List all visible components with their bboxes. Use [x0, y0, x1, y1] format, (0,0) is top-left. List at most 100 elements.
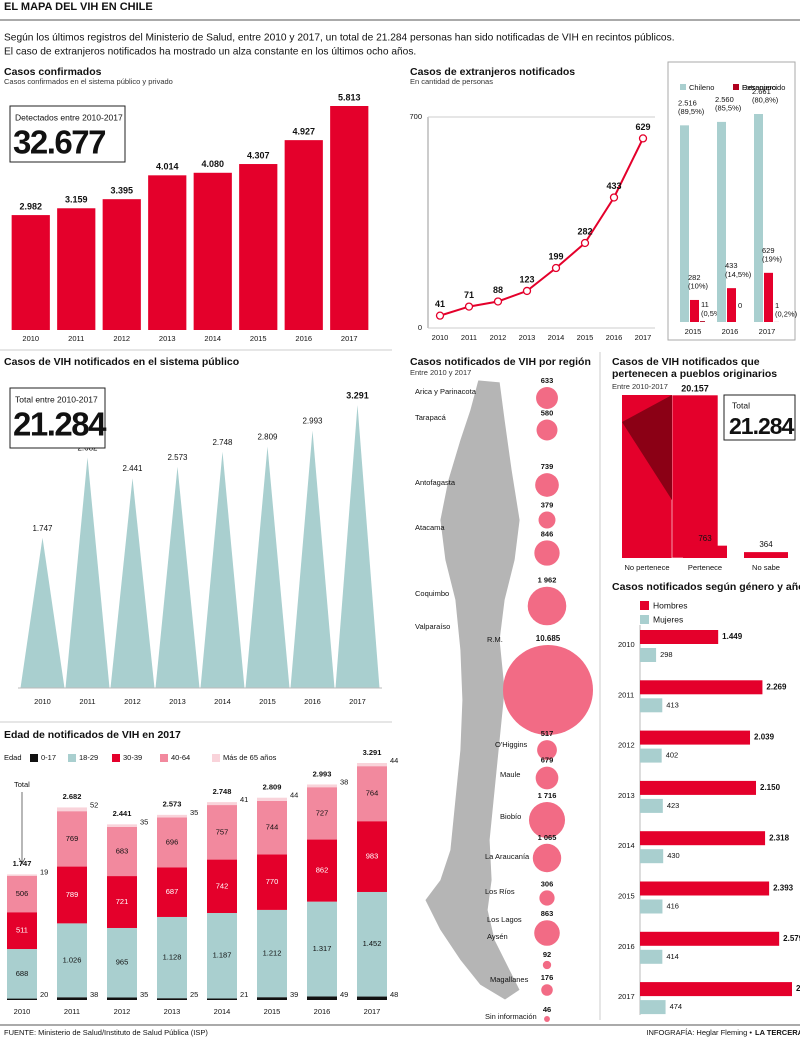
intro-line: Según los últimos registros del Minister… [4, 33, 675, 44]
chart-title: Casos de VIH notificados que pertenecen … [612, 356, 778, 380]
x-tick-label: 2011 [68, 334, 84, 343]
value-label: 364 [759, 540, 773, 549]
value-label: 433 [606, 181, 621, 191]
bar [640, 698, 663, 713]
point [464, 302, 474, 311]
bar-segment [157, 867, 187, 917]
x-tick-label: 2015 [685, 327, 702, 336]
legend-label: 40-64 [171, 753, 190, 762]
bar [640, 881, 770, 896]
region-label: Antofagasta [415, 478, 456, 487]
value-label: 1.187 [213, 951, 232, 960]
annotation: Total [14, 780, 30, 789]
bar-segment [7, 998, 37, 1000]
region-label: Valparaíso [415, 622, 450, 631]
bubble [536, 419, 558, 441]
value-label: 44 [390, 756, 398, 765]
bar [640, 1000, 666, 1015]
bar [764, 272, 773, 322]
chart-title: Casos de extranjeros notificados [410, 66, 575, 78]
bar [640, 630, 719, 644]
value-label: 430 [667, 851, 680, 860]
bar-segment [107, 876, 137, 928]
bar [284, 140, 323, 330]
x-tick-label: 2011 [461, 333, 477, 342]
value-label: 721 [116, 897, 129, 906]
bubble [537, 740, 557, 760]
bar [640, 899, 663, 914]
y-tick-label: 2011 [618, 690, 634, 699]
x-tick-label: 2011 [79, 697, 95, 706]
point [580, 238, 590, 248]
x-tick-label: 2014 [214, 1007, 231, 1016]
region-label: Magallanes [490, 975, 529, 984]
bar [717, 121, 726, 322]
chart-title: Edad de notificados de VIH en 2017 [4, 729, 181, 741]
value-label: 123 [519, 274, 534, 284]
y-tick-label: 2012 [618, 741, 635, 750]
x-tick-label: 2016 [295, 334, 312, 343]
legend-label: Chileno [689, 83, 714, 92]
y-tick-label: 2015 [618, 891, 635, 900]
bar-segment [107, 997, 137, 1000]
bar [744, 552, 788, 558]
x-tick-label: 2016 [606, 333, 623, 342]
line [439, 137, 644, 317]
value-label: 41 [240, 795, 248, 804]
value-label: 1.449 [722, 632, 743, 641]
value-label: 2.269 [766, 682, 787, 691]
bar-segment [207, 913, 237, 999]
value-label: 4.014 [156, 162, 179, 172]
y-tick-label: 2016 [618, 942, 635, 951]
value-label: 4.307 [247, 150, 270, 160]
point [522, 286, 532, 296]
value-label: 20 [40, 990, 48, 999]
value-label: 2.661 (80,8%) [752, 87, 779, 105]
region-label: Los Ríos [485, 887, 515, 896]
value-label: 38 [340, 777, 348, 786]
x-tick-label: 2013 [164, 1007, 181, 1016]
bar [683, 545, 727, 558]
bar [57, 208, 96, 330]
value-label: 2.809 [257, 433, 278, 442]
x-tick-label: 2017 [364, 1007, 381, 1016]
bar-segment [57, 866, 87, 924]
bar [640, 748, 662, 763]
bar-segment [57, 807, 87, 812]
x-tick-label: 2014 [548, 333, 565, 342]
total-box [9, 387, 106, 449]
value-label: 44 [290, 791, 298, 800]
point [435, 311, 445, 320]
value-label: 413 [666, 700, 679, 709]
bar-segment [257, 997, 287, 1000]
legend-label: Extranjero [742, 83, 776, 92]
region-label: R.M. [487, 635, 503, 644]
bar-segment [257, 800, 287, 855]
value-label: 2.817 [796, 984, 800, 993]
total-label: 3.291 [363, 748, 382, 757]
bar-segment [307, 784, 337, 788]
value-label: 46 [543, 1005, 551, 1014]
triangle [245, 446, 290, 688]
triangle [290, 430, 335, 688]
value-label: 629 (19%) [762, 246, 783, 264]
header-title: EL MAPA DEL VIH EN CHILE [4, 1, 153, 13]
bar [148, 175, 187, 330]
bar-segment [307, 787, 337, 840]
bubble [534, 920, 560, 946]
footer-source: FUENTE: Ministerio de Salud/Instituto de… [4, 1028, 208, 1037]
bubble [535, 766, 559, 790]
region-label: Coquimbo [415, 589, 449, 598]
value-label: 3.395 [110, 186, 133, 196]
value-label: 763 [698, 534, 712, 543]
value-label: 688 [16, 969, 29, 978]
value-label: 580 [541, 409, 554, 418]
x-tick-label: 2015 [577, 333, 594, 342]
x-tick-label: 2017 [341, 334, 358, 343]
value-label: 414 [666, 952, 679, 961]
value-label: 687 [166, 887, 179, 896]
x-tick-label: 2017 [635, 333, 652, 342]
value-label: 4.927 [292, 127, 315, 137]
bubble [534, 540, 560, 566]
x-tick-label: 2012 [490, 333, 507, 342]
